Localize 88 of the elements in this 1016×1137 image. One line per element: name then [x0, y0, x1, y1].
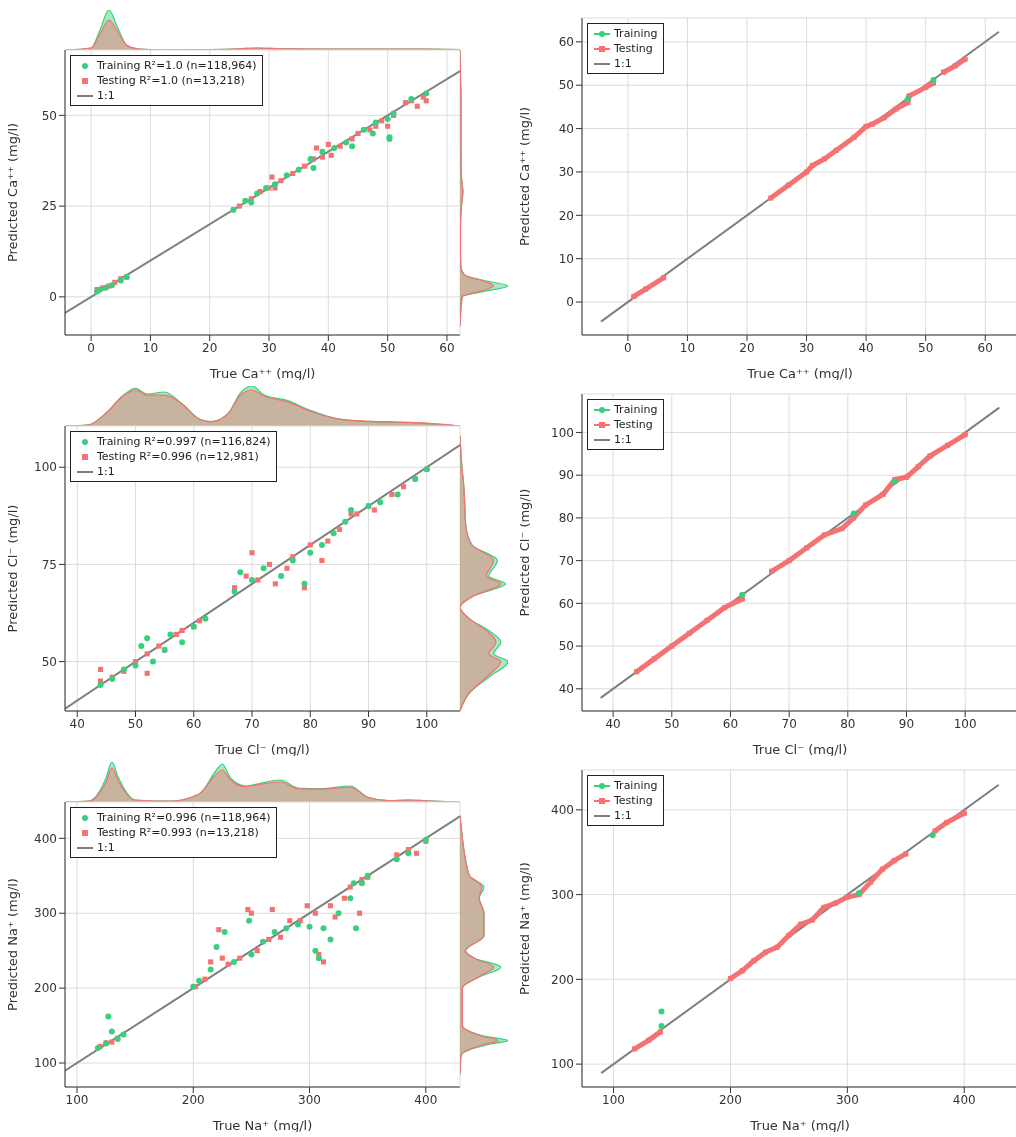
legend-label: Training R²=0.996 (n=118,964) [97, 810, 271, 825]
x-tick-label: 10 [679, 340, 696, 355]
y-tick-label: 30 [558, 165, 574, 180]
x-tick-label: 50 [127, 716, 144, 731]
x-axis-title: True Na⁺ (mg/l) [749, 1118, 850, 1133]
x-tick-label: 10 [142, 340, 159, 355]
x-tick-label: 90 [360, 716, 377, 731]
x-tick-label: 70 [244, 716, 260, 731]
legend-label: Training [614, 778, 658, 793]
x-axis-title: True Cl⁻ (mg/l) [751, 742, 848, 757]
y-tick-label: 400 [551, 803, 574, 818]
y-tick-label: 75 [41, 557, 57, 572]
x-tick-label: 400 [952, 1092, 976, 1107]
y-tick-label: 100 [551, 1057, 574, 1072]
y-tick-label: 300 [34, 906, 57, 921]
y-tick-label: 60 [558, 35, 574, 50]
y-tick-label: 100 [34, 1056, 57, 1071]
x-tick-label: 200 [181, 1092, 205, 1107]
x-tick-label: 300 [835, 1092, 859, 1107]
x-tick-label: 100 [953, 716, 977, 731]
x-tick-label: 40 [69, 716, 85, 731]
x-tick-label: 50 [380, 340, 396, 355]
legend-label: 1:1 [97, 88, 115, 103]
x-tick-label: 50 [664, 716, 680, 731]
x-tick-label: 60 [977, 340, 993, 355]
x-tick-label: 50 [918, 340, 934, 355]
x-tick-label: 60 [722, 716, 739, 731]
y-tick-label: 50 [41, 108, 57, 123]
y-tick-label: 50 [41, 654, 57, 669]
x-tick-label: 40 [605, 716, 621, 731]
y-tick-label: 200 [34, 981, 57, 996]
y-tick-label: 10 [558, 251, 574, 266]
x-tick-label: 0 [624, 340, 632, 355]
x-axis-title: True Cl⁻ (mg/l) [214, 742, 310, 757]
x-tick-label: 400 [414, 1092, 438, 1107]
y-tick-label: 0 [566, 295, 574, 310]
x-tick-label: 40 [320, 340, 336, 355]
x-tick-label: 80 [302, 716, 318, 731]
y-tick-label: 20 [558, 208, 574, 223]
y-tick-label: 25 [41, 199, 57, 214]
x-tick-label: 100 [602, 1092, 626, 1107]
legend-label: Training R²=0.997 (n=116,824) [97, 434, 271, 449]
y-tick-label: 80 [558, 511, 574, 526]
y-tick-label: 100 [34, 460, 57, 475]
x-tick-label: 200 [719, 1092, 742, 1107]
y-tick-label: 70 [558, 553, 574, 568]
legend-label: Training [614, 26, 658, 41]
x-tick-label: 80 [840, 716, 856, 731]
x-tick-label: 30 [261, 340, 277, 355]
legend-label: Testing R²=0.996 (n=12,981) [97, 449, 259, 464]
x-axis-title: True Ca⁺⁺ (mg/l) [746, 366, 853, 381]
y-tick-label: 300 [551, 887, 574, 902]
legend-label: 1:1 [614, 432, 632, 447]
legend-label: Training [614, 402, 658, 417]
x-tick-label: 40 [858, 340, 874, 355]
y-tick-label: 100 [551, 425, 574, 440]
y-tick-label: 0 [49, 290, 57, 305]
legend-label: Testing [614, 41, 653, 56]
x-tick-label: 300 [298, 1092, 321, 1107]
legend-label: Testing [614, 417, 653, 432]
x-tick-label: 20 [202, 340, 218, 355]
x-tick-label: 60 [186, 716, 202, 731]
y-tick-label: 200 [551, 972, 574, 987]
y-tick-label: 90 [558, 468, 574, 483]
y-tick-label: 60 [558, 596, 574, 611]
x-tick-label: 100 [65, 1092, 89, 1107]
y-tick-label: 400 [34, 831, 57, 846]
y-tick-label: 50 [558, 78, 574, 93]
y-tick-label: 50 [558, 639, 574, 654]
x-axis-title: True Na⁺ (mg/l) [211, 1118, 313, 1133]
legend-label: Training R²=1.0 (n=118,964) [97, 58, 257, 73]
legend-label: Testing [614, 793, 653, 808]
legend-label: Testing R²=0.993 (n=13,218) [97, 825, 259, 840]
legend-label: 1:1 [614, 56, 632, 71]
legend-label: 1:1 [614, 808, 632, 823]
x-tick-label: 70 [781, 716, 797, 731]
x-tick-label: 0 [87, 340, 95, 355]
legend-label: Testing R²=1.0 (n=13,218) [97, 73, 245, 88]
x-axis-title: True Ca⁺⁺ (mg/l) [208, 366, 316, 381]
legend-label: 1:1 [97, 840, 115, 855]
x-tick-label: 100 [415, 716, 439, 731]
y-tick-label: 40 [558, 682, 574, 697]
y-tick-label: 40 [558, 121, 574, 136]
x-tick-label: 90 [898, 716, 915, 731]
x-tick-label: 20 [739, 340, 755, 355]
legend-label: 1:1 [97, 464, 115, 479]
x-tick-label: 60 [439, 340, 455, 355]
x-tick-label: 30 [798, 340, 815, 355]
